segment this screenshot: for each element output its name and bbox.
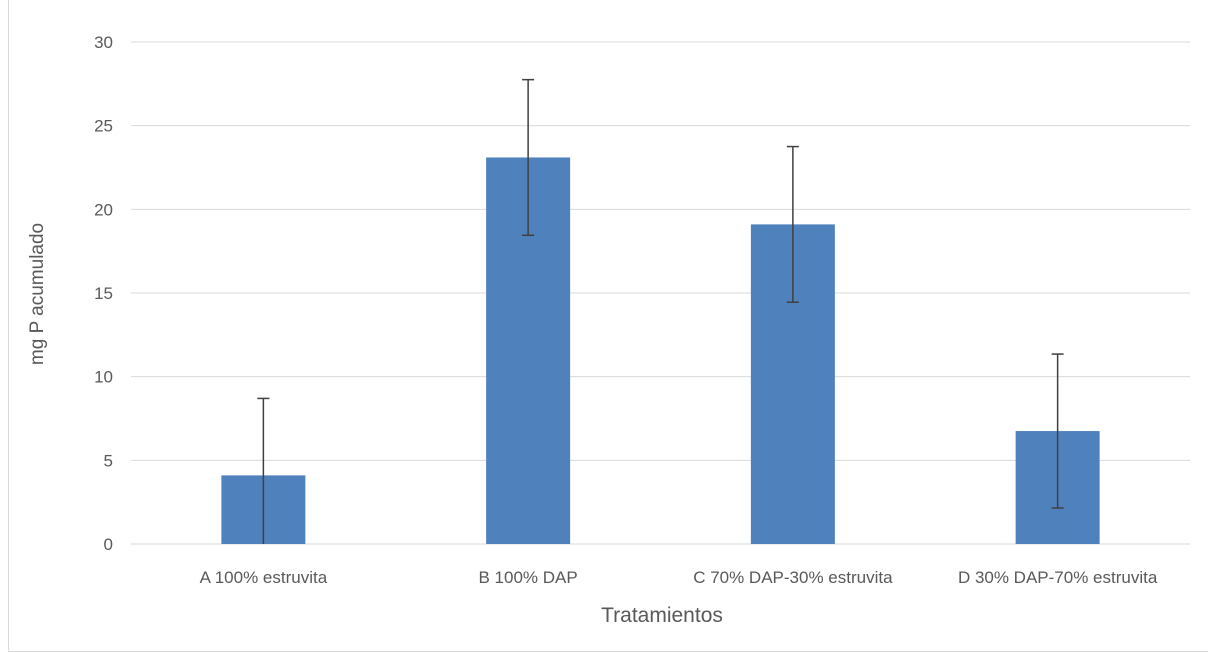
error-bars xyxy=(257,78,1064,544)
error-bar xyxy=(522,78,535,237)
x-tick-label: D 30% DAP-70% estruvita xyxy=(958,568,1158,587)
x-axis-label: Tratamientos xyxy=(601,604,723,627)
error-bar xyxy=(1051,353,1064,509)
y-tick-label: 5 xyxy=(104,451,113,470)
chart-frame xyxy=(8,0,1208,652)
y-tick-label: 20 xyxy=(94,200,113,219)
error-bar xyxy=(786,145,799,303)
y-tick-labels: 0 5 10 15 20 25 30 xyxy=(94,33,113,554)
x-tick-labels: A 100% estruvita B 100% DAP C 70% DAP-30% … xyxy=(200,568,1158,587)
x-tick-label: C 70% DAP-30% estruvita xyxy=(693,568,893,587)
bars xyxy=(221,157,1100,545)
x-tick-label: B 100% DAP xyxy=(479,568,578,587)
y-tick-label: 15 xyxy=(94,284,113,303)
y-axis-label: mg P acumulado xyxy=(27,223,48,365)
y-tick-label: 10 xyxy=(94,368,113,387)
y-tick-label: 30 xyxy=(94,33,113,52)
x-tick-label: A 100% estruvita xyxy=(200,568,328,587)
y-tick-label: 25 xyxy=(94,117,113,136)
error-bar xyxy=(257,397,270,544)
gridlines xyxy=(131,41,1190,545)
y-tick-label: 0 xyxy=(104,535,113,554)
